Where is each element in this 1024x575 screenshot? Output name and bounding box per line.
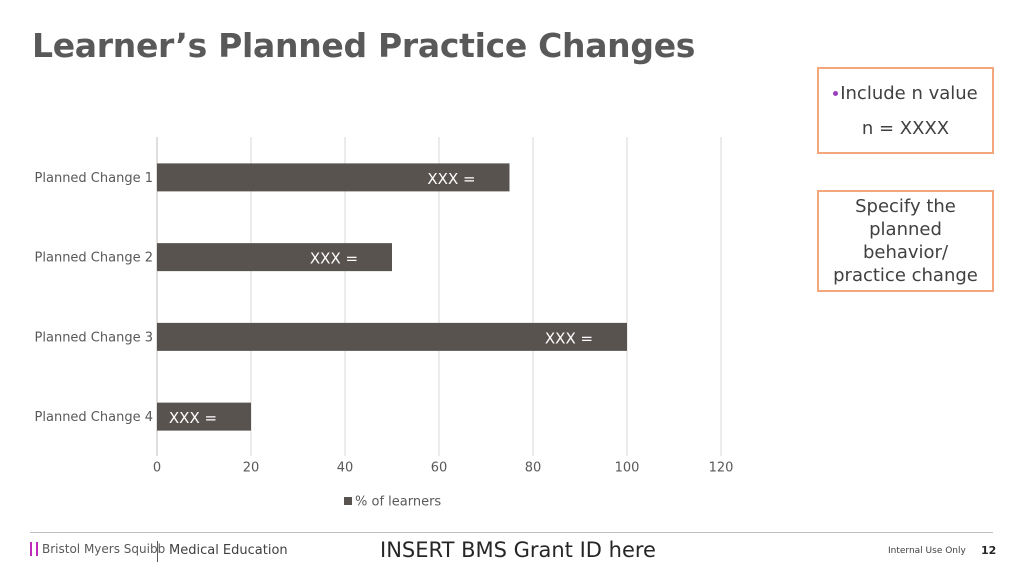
callout-text: Include n value: [840, 82, 978, 104]
x-tick-label: 60: [431, 461, 448, 476]
value-label: XXX =: [310, 250, 358, 268]
callout-text: Specify the planned behavior/ practice c…: [833, 196, 978, 286]
logo-mark: [30, 542, 38, 556]
bar: [157, 163, 510, 192]
callout-text: n = XXXX: [861, 117, 950, 139]
slide-title: Learner’s Planned Practice Changes: [32, 26, 696, 65]
x-tick-label: 0: [153, 461, 161, 476]
bar: [157, 402, 251, 431]
value-label: XXX =: [169, 409, 217, 427]
brand-text: Bristol Myers Squibb: [42, 542, 166, 556]
callout-line: Include n value: [819, 83, 992, 104]
value-label: XXX =: [545, 329, 593, 347]
y-tick-label: Planned Change 4: [35, 410, 153, 425]
y-tick-label: Planned Change 1: [35, 171, 153, 186]
classification: Internal Use Only: [888, 546, 966, 556]
grant-id: INSERT BMS Grant ID here: [380, 538, 656, 562]
x-tick-label: 20: [243, 461, 260, 476]
x-tick-label: 100: [615, 461, 640, 476]
bar: [157, 243, 392, 272]
page-number: 12: [981, 544, 997, 557]
footer-divider: [157, 541, 158, 562]
callout-box: Specify the planned behavior/ practice c…: [817, 190, 994, 292]
bar: [157, 322, 627, 351]
y-tick-label: Planned Change 3: [35, 330, 153, 345]
legend-label: % of learners: [355, 495, 441, 510]
bullet: [833, 91, 839, 96]
x-tick-label: 120: [709, 461, 734, 476]
brand-logo: Bristol Myers Squibb: [30, 542, 165, 556]
footer-rule: [30, 532, 993, 533]
x-tick-label: 80: [525, 461, 542, 476]
y-tick-label: Planned Change 2: [35, 251, 153, 266]
value-label: XXX =: [427, 170, 475, 188]
callout-box: Include n value n = XXXX: [817, 67, 994, 154]
legend-swatch: [344, 497, 352, 505]
department: Medical Education: [169, 543, 288, 558]
x-tick-label: 40: [337, 461, 354, 476]
